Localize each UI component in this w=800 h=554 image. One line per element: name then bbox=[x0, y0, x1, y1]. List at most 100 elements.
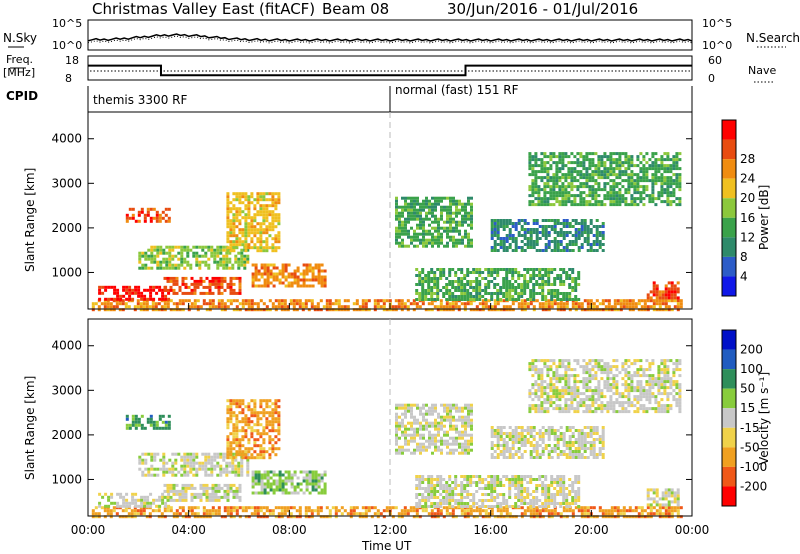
velocity-cell bbox=[167, 492, 171, 496]
power-cell bbox=[147, 257, 151, 261]
power-cell bbox=[543, 170, 547, 174]
power-cell bbox=[531, 158, 535, 162]
power-cell bbox=[467, 232, 470, 236]
power-cell bbox=[657, 191, 661, 195]
velocity-cell bbox=[481, 481, 485, 484]
velocity-cell bbox=[244, 435, 248, 439]
power-cell bbox=[246, 254, 250, 258]
power-cell bbox=[523, 292, 527, 295]
velocity-cell bbox=[220, 515, 224, 519]
velocity-cell bbox=[208, 498, 212, 502]
power-cell bbox=[493, 228, 497, 231]
power-cell bbox=[346, 308, 350, 312]
power-cell bbox=[397, 302, 401, 306]
velocity-cell bbox=[446, 403, 449, 407]
power-cell bbox=[541, 225, 545, 228]
velocity-cell bbox=[232, 435, 236, 439]
velocity-cell bbox=[395, 427, 398, 431]
velocity-cell bbox=[146, 504, 150, 508]
power-cell bbox=[670, 296, 674, 300]
power-cell bbox=[666, 191, 670, 195]
velocity-cell bbox=[213, 452, 217, 456]
velocity-cell bbox=[247, 426, 251, 430]
power-cell bbox=[463, 277, 467, 280]
power-cell bbox=[640, 299, 644, 303]
velocity-cell bbox=[454, 475, 458, 478]
power-cell bbox=[571, 280, 575, 283]
power-cell bbox=[544, 219, 548, 222]
velocity-cell bbox=[541, 509, 545, 513]
velocity-cell bbox=[487, 515, 491, 519]
power-cell bbox=[618, 161, 622, 165]
power-cell bbox=[570, 173, 574, 177]
power-cell bbox=[296, 269, 300, 273]
velocity-cell bbox=[262, 512, 266, 516]
velocity-cell bbox=[305, 473, 309, 477]
power-cell bbox=[484, 277, 488, 280]
velocity-cell bbox=[211, 498, 215, 502]
velocity-cell bbox=[437, 421, 440, 425]
velocity-cell bbox=[446, 418, 449, 422]
power-cell bbox=[534, 170, 538, 174]
power-cell bbox=[301, 308, 305, 312]
power-cell bbox=[238, 222, 242, 226]
velocity-cell bbox=[676, 509, 680, 513]
velocity-cell bbox=[193, 512, 197, 516]
power-cell bbox=[238, 291, 242, 295]
velocity-cell bbox=[296, 485, 300, 489]
power-cell bbox=[574, 219, 578, 222]
power-cell bbox=[540, 152, 544, 156]
velocity-cell bbox=[461, 409, 464, 413]
velocity-cell bbox=[186, 464, 190, 468]
power-cell bbox=[183, 260, 187, 264]
power-cell bbox=[553, 243, 557, 246]
power-cell bbox=[517, 219, 521, 222]
power-cell bbox=[113, 297, 117, 301]
power-cell bbox=[464, 229, 467, 233]
power-cell bbox=[118, 308, 122, 312]
power-cell bbox=[121, 299, 125, 303]
power-cell bbox=[274, 246, 278, 250]
velocity-cell bbox=[204, 455, 208, 459]
power-cell bbox=[416, 211, 419, 215]
power-cell bbox=[166, 305, 170, 309]
velocity-cell bbox=[436, 515, 440, 519]
velocity-cell bbox=[314, 488, 318, 492]
power-cell bbox=[436, 283, 440, 286]
power-cell bbox=[265, 213, 269, 217]
power-cell bbox=[211, 276, 215, 280]
velocity-cell bbox=[169, 509, 173, 513]
power-cell bbox=[257, 278, 261, 282]
power-cell bbox=[293, 275, 297, 279]
velocity-cell bbox=[149, 504, 153, 508]
velocity-cell bbox=[136, 509, 140, 513]
power-cell bbox=[424, 277, 428, 280]
velocity-cell bbox=[184, 515, 188, 519]
power-cell bbox=[452, 199, 455, 203]
velocity-cell bbox=[190, 495, 194, 499]
power-cell bbox=[531, 203, 535, 207]
power-cell bbox=[454, 271, 458, 274]
power-cell bbox=[594, 182, 598, 186]
velocity-cell bbox=[180, 467, 184, 471]
velocity-cell bbox=[226, 456, 230, 460]
power-cell bbox=[555, 161, 559, 165]
velocity-cell bbox=[398, 415, 401, 419]
power-cell bbox=[266, 266, 270, 270]
power-cell bbox=[571, 240, 575, 243]
power-cell bbox=[651, 179, 655, 183]
velocity-cell bbox=[487, 484, 491, 487]
velocity-cell bbox=[464, 445, 467, 449]
power-cell bbox=[493, 305, 497, 309]
power-cell bbox=[546, 185, 550, 189]
power-cell bbox=[493, 222, 497, 225]
power-cell bbox=[253, 216, 257, 220]
power-cell bbox=[398, 244, 401, 248]
power-cell bbox=[172, 276, 176, 280]
power-cell bbox=[609, 155, 613, 159]
power-cell bbox=[547, 283, 551, 286]
power-cell bbox=[454, 286, 458, 289]
power-cell bbox=[260, 275, 264, 279]
power-cell bbox=[612, 188, 616, 192]
velocity-cell bbox=[415, 475, 419, 478]
